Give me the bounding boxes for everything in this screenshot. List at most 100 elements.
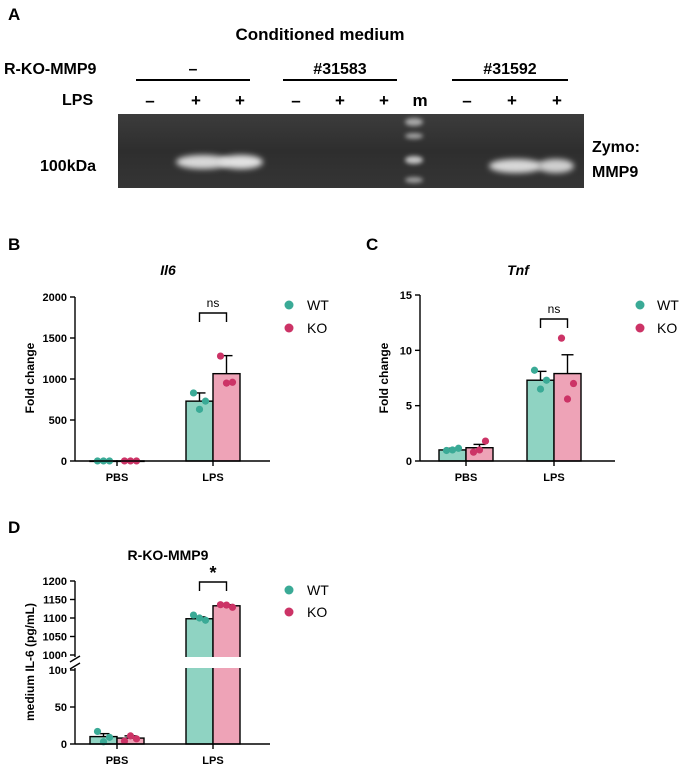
axis-break-mark (69, 662, 81, 670)
ladder-band (405, 118, 423, 126)
lane-label: + (552, 91, 562, 110)
data-point-wt (536, 385, 545, 393)
y-tick-label: 2000 (43, 292, 67, 304)
data-point-wt (93, 727, 102, 736)
chart-c-plot: PBS LPS ns 0 5 10 15 (400, 290, 615, 484)
significance-label: * (209, 563, 216, 583)
chart-b-plot: PBS LPS ns 0 500 1000 1500 2000 (43, 292, 270, 484)
y-tick-label: 1200 (43, 576, 67, 588)
panel-a: A Conditioned medium R-KO-MMP9 LPS – #31… (4, 5, 640, 188)
chart-c-ylabel: Fold change (377, 342, 391, 413)
panel-a-letter: A (8, 5, 20, 24)
x-tick-label: LPS (202, 472, 223, 484)
gel-band (538, 159, 574, 173)
panel-c-letter: C (366, 235, 378, 254)
y-tick-label: 1050 (43, 632, 67, 644)
data-point-wt (105, 733, 114, 741)
chart-c-title: Tnf (507, 262, 530, 278)
gel-background (118, 114, 584, 188)
chart-d-title: R-KO-MMP9 (128, 547, 209, 563)
lane-label: + (235, 91, 245, 110)
data-point-ko (557, 334, 566, 342)
data-point-ko (563, 395, 572, 403)
legend-marker-ko (635, 323, 645, 333)
gel-band (489, 159, 543, 173)
ladder-band (405, 177, 423, 183)
x-tick-label: PBS (106, 755, 129, 767)
data-point-wt (189, 389, 198, 397)
chart-c-legend: WT KO (635, 297, 679, 336)
lane-label: – (291, 91, 300, 110)
lane-label: – (145, 91, 154, 110)
data-point-wt (448, 446, 457, 454)
y-tick-label: 1500 (43, 333, 67, 345)
y-tick-label: 0 (61, 739, 67, 751)
data-point-ko (222, 601, 231, 609)
significance-bracket (198, 312, 228, 322)
group-label-1: – (189, 61, 198, 78)
axis-break-gap (60, 657, 260, 668)
legend-marker-wt (284, 300, 294, 310)
lane-label: + (191, 91, 201, 110)
y-tick-label: 0 (61, 456, 67, 468)
x-tick-label: LPS (543, 472, 564, 484)
data-point-ko (216, 352, 225, 360)
data-point-ko (216, 601, 225, 609)
panel-d-letter: D (8, 518, 20, 537)
data-point-ko (475, 446, 484, 454)
bar-lps-wt (526, 379, 555, 462)
significance-bracket (198, 581, 228, 591)
data-point-ko (481, 437, 490, 445)
y-tick-label: 0 (406, 456, 412, 468)
x-tick-label: PBS (455, 472, 478, 484)
y-tick-label: 5 (406, 401, 412, 413)
significance-label: ns (207, 296, 220, 310)
data-point-ko (222, 379, 231, 387)
row-label: R-KO-MMP9 (4, 61, 97, 78)
gel-band (176, 155, 230, 169)
legend-marker-wt (284, 585, 294, 595)
x-tick-label: PBS (106, 472, 129, 484)
data-point-wt (201, 397, 210, 405)
panel-a-title: Conditioned medium (235, 25, 404, 44)
lane-label: – (462, 91, 471, 110)
legend-label-wt: WT (307, 582, 329, 598)
data-point-wt (201, 616, 210, 624)
y-tick-label: 10 (400, 345, 412, 357)
legend-marker-ko (284, 323, 294, 333)
data-point-wt (454, 444, 463, 452)
chart-b-ylabel: Fold change (23, 342, 37, 413)
panel-d: D R-KO-MMP9 medium IL-6 (pg/mL) PBS LPS * 0… (8, 518, 329, 767)
x-tick-label: LPS (202, 755, 223, 767)
data-point-ko (126, 732, 135, 740)
data-point-wt (195, 405, 204, 413)
y-tick-label: 50 (55, 702, 67, 714)
lane-label: + (379, 91, 389, 110)
panel-b-letter: B (8, 235, 20, 254)
legend-label-wt: WT (657, 297, 679, 313)
lane-label-marker: m (412, 91, 427, 110)
group-label-3: #31592 (483, 61, 536, 78)
data-point-ko (120, 737, 129, 745)
panel-b: B Il6 Fold change PBS LPS ns 0 500 1000 1500 20… (8, 235, 329, 484)
legend-label-wt: WT (307, 297, 329, 313)
data-point-ko (228, 378, 237, 386)
data-point-wt (542, 376, 551, 384)
data-point-ko (228, 603, 237, 611)
chart-d-legend: WT KO (284, 582, 329, 620)
data-point-wt (442, 446, 451, 455)
legend-label-ko: KO (307, 320, 327, 336)
legend-label-ko: KO (657, 320, 677, 336)
chart-b-title: Il6 (160, 262, 176, 278)
mmp9-label: MMP9 (592, 164, 638, 181)
data-point-wt (195, 614, 204, 622)
ladder-band (405, 133, 423, 139)
y-tick-label: 1100 (43, 613, 67, 625)
lps-label: LPS (62, 92, 93, 109)
lane-label: + (507, 91, 517, 110)
significance-label: ns (548, 302, 561, 316)
gel-band (219, 155, 263, 169)
y-tick-label: 500 (49, 415, 67, 427)
bar-lps-wt (185, 618, 214, 745)
